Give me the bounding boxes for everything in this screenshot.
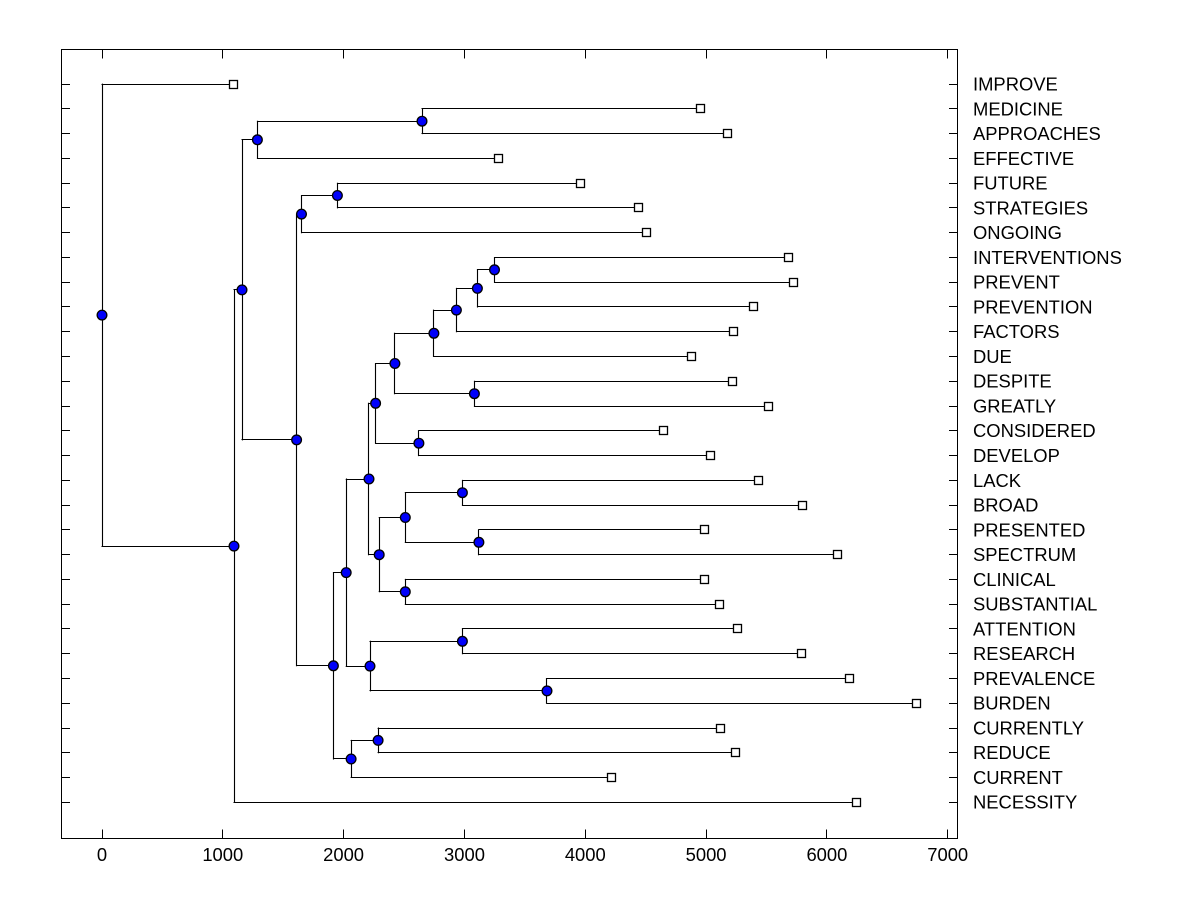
svg-text:DUE: DUE — [973, 346, 1012, 367]
svg-text:REDUCE: REDUCE — [973, 742, 1051, 763]
svg-text:1000: 1000 — [202, 844, 243, 865]
svg-text:SPECTRUM: SPECTRUM — [973, 544, 1076, 565]
svg-text:FUTURE: FUTURE — [973, 173, 1048, 194]
svg-text:4000: 4000 — [565, 844, 606, 865]
svg-text:GREATLY: GREATLY — [973, 396, 1056, 417]
svg-text:LACK: LACK — [973, 470, 1022, 491]
svg-text:ONGOING: ONGOING — [973, 222, 1062, 243]
svg-text:0: 0 — [97, 844, 107, 865]
svg-text:STRATEGIES: STRATEGIES — [973, 197, 1088, 218]
svg-text:BURDEN: BURDEN — [973, 693, 1051, 714]
svg-text:5000: 5000 — [686, 844, 727, 865]
svg-text:FACTORS: FACTORS — [973, 321, 1060, 342]
svg-text:DEVELOP: DEVELOP — [973, 445, 1060, 466]
svg-text:NECESSITY: NECESSITY — [973, 792, 1077, 813]
svg-text:DESPITE: DESPITE — [973, 371, 1052, 392]
svg-text:EFFECTIVE: EFFECTIVE — [973, 148, 1074, 169]
svg-text:PREVENTION: PREVENTION — [973, 296, 1093, 317]
svg-text:PREVENT: PREVENT — [973, 272, 1060, 293]
svg-text:INTERVENTIONS: INTERVENTIONS — [973, 247, 1122, 268]
svg-text:7000: 7000 — [927, 844, 968, 865]
svg-text:PRESENTED: PRESENTED — [973, 519, 1085, 540]
svg-text:MEDICINE: MEDICINE — [973, 98, 1063, 119]
svg-text:6000: 6000 — [806, 844, 847, 865]
svg-text:CLINICAL: CLINICAL — [973, 569, 1056, 590]
svg-text:SUBSTANTIAL: SUBSTANTIAL — [973, 594, 1097, 615]
svg-text:CONSIDERED: CONSIDERED — [973, 420, 1096, 441]
svg-text:CURRENT: CURRENT — [973, 767, 1063, 788]
svg-text:3000: 3000 — [444, 844, 485, 865]
svg-text:PREVALENCE: PREVALENCE — [973, 668, 1095, 689]
svg-text:APPROACHES: APPROACHES — [973, 123, 1101, 144]
svg-text:IMPROVE: IMPROVE — [973, 74, 1058, 95]
svg-text:2000: 2000 — [323, 844, 364, 865]
svg-text:CURRENTLY: CURRENTLY — [973, 717, 1084, 738]
svg-text:ATTENTION: ATTENTION — [973, 618, 1076, 639]
svg-text:RESEARCH: RESEARCH — [973, 643, 1075, 664]
svg-text:BROAD: BROAD — [973, 495, 1038, 516]
